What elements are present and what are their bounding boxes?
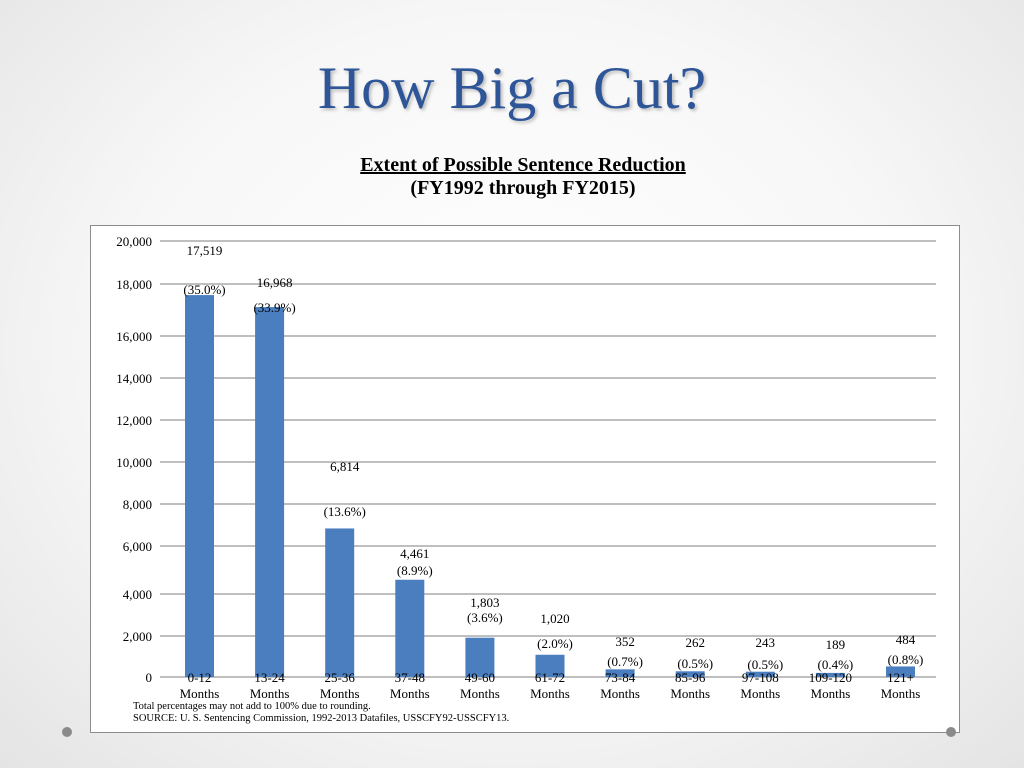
data-label-percent: (0.7%)	[607, 654, 643, 669]
data-label-percent: (0.5%)	[747, 657, 783, 672]
bar	[465, 637, 495, 677]
x-tick-label: 109-120	[809, 670, 852, 685]
y-tick-label: 20,000	[116, 234, 152, 249]
x-tick-label-unit: Months	[740, 686, 780, 701]
data-label-percent: (0.5%)	[677, 656, 713, 671]
y-tick-label: 14,000	[116, 371, 152, 386]
bar	[395, 579, 425, 677]
y-tick-label: 12,000	[116, 413, 152, 428]
bar	[605, 669, 635, 677]
data-label-percent: (8.9%)	[397, 563, 433, 578]
chart-title-block: Extent of Possible Sentence Reduction (F…	[0, 154, 1024, 200]
x-tick-label-unit: Months	[670, 686, 710, 701]
x-tick-label: 121+	[887, 670, 914, 685]
x-tick-label-unit: Months	[180, 686, 220, 701]
x-tick-label: 61-72	[535, 670, 565, 685]
x-tick-label-unit: Months	[881, 686, 921, 701]
y-tick-label: 0	[146, 670, 153, 685]
y-tick-label: 4,000	[123, 587, 152, 602]
data-label-value: 16,968	[257, 275, 293, 290]
chart-frame	[90, 225, 960, 733]
x-tick-label-unit: Months	[460, 686, 500, 701]
x-tick-label-unit: Months	[320, 686, 360, 701]
data-label-percent: (35.0%)	[183, 282, 225, 297]
slide-bullet-dot-right	[946, 727, 956, 737]
data-label-percent: (0.4%)	[818, 657, 854, 672]
x-tick-label: 0-12	[188, 670, 212, 685]
data-label-value: 6,814	[330, 459, 360, 474]
data-label-percent: (13.6%)	[324, 504, 366, 519]
y-tick-label: 16,000	[116, 329, 152, 344]
y-tick-label: 10,000	[116, 455, 152, 470]
data-label-value: 17,519	[187, 243, 223, 258]
y-tick-label: 2,000	[123, 629, 152, 644]
bar	[255, 307, 285, 677]
x-tick-label: 49-60	[465, 670, 495, 685]
chart-subtitle: (FY1992 through FY2015)	[410, 177, 636, 199]
x-tick-label: 13-24	[254, 670, 285, 685]
x-tick-label: 37-48	[395, 670, 425, 685]
data-label-percent: (0.8%)	[888, 652, 924, 667]
slide-title: How Big a Cut?	[317, 55, 707, 121]
x-tick-label-unit: Months	[600, 686, 640, 701]
data-label-value: 262	[685, 635, 705, 650]
data-label-percent: (3.6%)	[467, 610, 503, 625]
chart-footnote: SOURCE: U. S. Sentencing Commission, 199…	[133, 713, 509, 724]
data-label-percent: (33.9%)	[253, 300, 295, 315]
chart-title: Extent of Possible Sentence Reduction	[360, 154, 686, 176]
data-label-value: 189	[826, 637, 846, 652]
chart-footnote: Total percentages may not add to 100% du…	[133, 701, 371, 712]
data-label-value: 243	[756, 635, 776, 650]
data-label-value: 1,803	[470, 595, 499, 610]
y-tick-label: 18,000	[116, 277, 152, 292]
bar	[535, 654, 565, 677]
x-tick-label-unit: Months	[811, 686, 851, 701]
data-label-value: 484	[896, 632, 916, 647]
bar	[815, 672, 845, 677]
slide-bullet-dot-left	[62, 727, 72, 737]
x-tick-label: 73-84	[605, 670, 636, 685]
bar	[886, 666, 915, 677]
x-tick-label: 85-96	[675, 670, 706, 685]
x-tick-label-unit: Months	[530, 686, 570, 701]
y-tick-label: 8,000	[123, 497, 152, 512]
bar	[185, 295, 214, 677]
x-tick-label-unit: Months	[250, 686, 290, 701]
x-tick-label-unit: Months	[390, 686, 430, 701]
data-label-value: 352	[615, 634, 635, 649]
data-label-value: 4,461	[400, 546, 429, 561]
y-tick-label: 6,000	[123, 539, 152, 554]
bar	[675, 671, 705, 677]
bar	[745, 671, 775, 677]
bar	[325, 528, 355, 677]
x-tick-label: 25-36	[325, 670, 356, 685]
data-label-percent: (2.0%)	[537, 636, 573, 651]
data-label-value: 1,020	[540, 611, 569, 626]
x-tick-label: 97-108	[742, 670, 779, 685]
